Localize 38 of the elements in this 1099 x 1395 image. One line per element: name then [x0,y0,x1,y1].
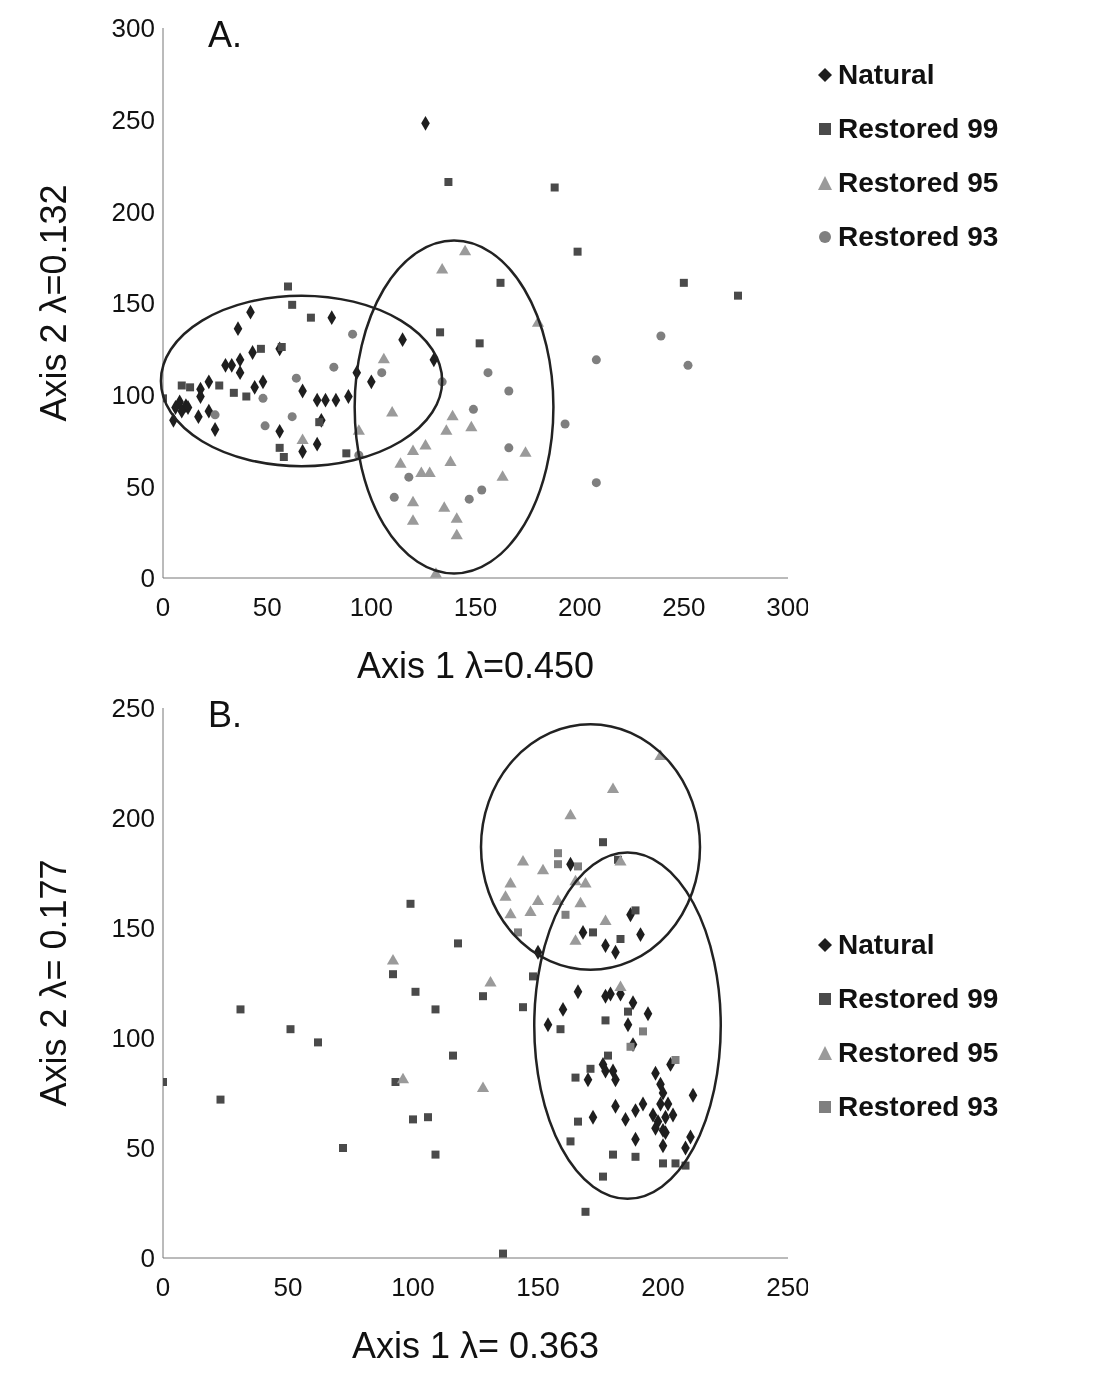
y-tick-label: 150 [111,288,155,319]
y-tick-label: 200 [111,196,155,227]
y-tick-label: 250 [111,104,155,135]
x-tick-label: 50 [252,592,282,623]
legend-label: Restored 99 [838,983,999,1015]
y-tick-label: 300 [111,13,155,44]
x-tick-label: 150 [516,1272,560,1303]
y-tick-label: 50 [126,471,155,502]
x-tick-label: 100 [391,1272,435,1303]
x-tick-label: 200 [641,1272,685,1303]
y-tick-label: 100 [111,1023,155,1054]
x-axis-title: Axis 1 λ= 0.363 [351,1325,600,1366]
x-tick-label: 50 [273,1272,303,1303]
chart-title: A. [208,14,243,56]
legend-label: Restored 99 [838,113,999,145]
y-axis-title: Axis 2 λ= 0.177 [32,859,74,1107]
x-tick-label: 200 [557,592,602,623]
y-tick-label: 150 [111,913,155,944]
y-axis-title: Axis 2 λ=0.132 [32,184,74,422]
y-tick-label: 50 [126,1133,155,1164]
x-axis-title: Axis 1 λ=0.450 [356,645,595,686]
x-tick-label: 300 [766,592,810,623]
y-tick-label: 100 [111,379,155,410]
x-tick-label: 100 [349,592,394,623]
chart-title: B. [208,694,243,736]
x-tick-label: 150 [453,592,498,623]
legend-label: Restored 95 [838,1037,999,1069]
legend-label: Natural [838,59,935,91]
y-tick-label: 0 [140,563,155,594]
legend-label: Restored 95 [838,167,999,199]
legend-label: Natural [838,929,935,961]
y-tick-label: 0 [140,1243,155,1274]
x-tick-label: 250 [662,592,706,623]
y-tick-label: 200 [111,803,155,834]
y-tick-label: 250 [111,693,155,724]
x-tick-label: 250 [766,1272,810,1303]
legend-label: Restored 93 [838,221,999,253]
legend-label: Restored 93 [838,1091,999,1123]
